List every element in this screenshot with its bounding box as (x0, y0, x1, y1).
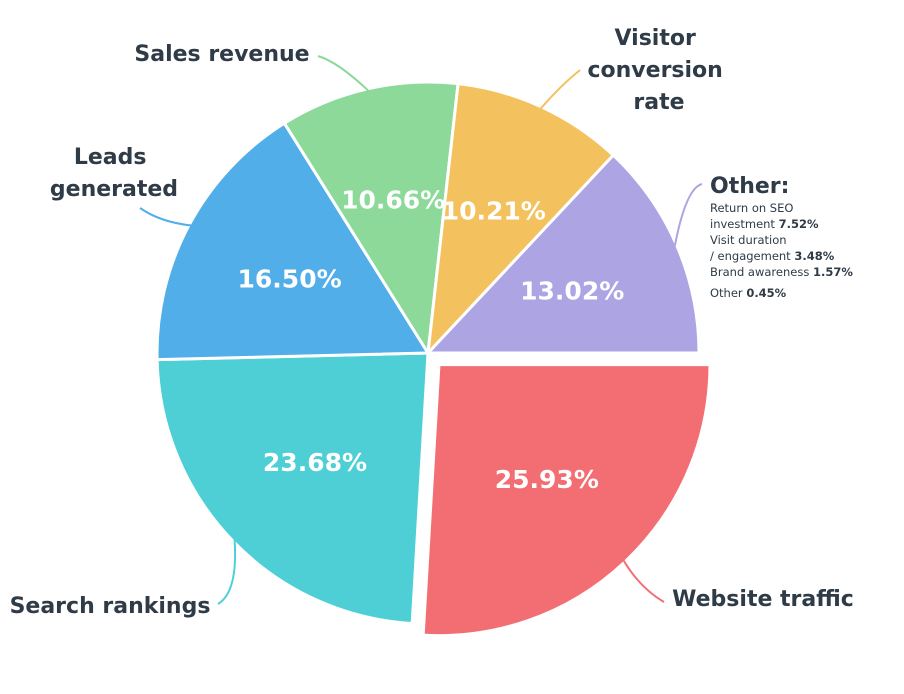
leader-line-other (673, 183, 703, 247)
percent-label-visitor-conversion-rate: 10.21% (442, 196, 546, 225)
slice-sales-revenue (282, 80, 460, 355)
percent-label-sales-revenue: 10.66% (341, 186, 445, 215)
other-breakdown-line: Visit duration (710, 233, 787, 247)
leader-line-leads-generated (139, 207, 192, 227)
label-website-traffic: Website traffic (672, 587, 854, 612)
leader-line-visitor-conversion-rate (539, 69, 581, 110)
other-breakdown-line: Other 0.45% (710, 286, 787, 300)
label-visitor-conversion-rate: Visitor conversion rate (587, 26, 730, 115)
other-breakdown-line: / engagement 3.48% (710, 249, 835, 263)
leader-line-sales-revenue (317, 55, 370, 92)
percent-label-website-traffic: 25.93% (495, 465, 599, 494)
leader-lines (139, 55, 703, 605)
label-leads-generated: Leads generated (50, 145, 178, 202)
other-breakdown-line: Return on SEO (710, 201, 793, 215)
percent-labels: 25.93% 23.68% 16.50% 10.66%10.21% 13.02% (238, 186, 625, 494)
slice-search-rankings (155, 351, 430, 626)
other-breakdown-line: Brand awareness 1.57% (710, 265, 853, 279)
label-sales-revenue: Sales revenue (134, 42, 309, 67)
label-search-rankings: Search rankings (10, 594, 211, 619)
percent-label-leads-generated: 16.50% (238, 264, 342, 293)
other-breakdown: Return on SEO investment 7.52% Visit durat… (710, 201, 853, 300)
label-other: Other: (710, 174, 789, 199)
pie-slices (155, 80, 712, 638)
percent-label-other: 13.02% (520, 276, 624, 305)
leader-line-website-traffic (622, 559, 665, 603)
percent-label-search-rankings: 23.68% (263, 448, 367, 477)
other-breakdown-line: investment 7.52% (710, 217, 819, 231)
leader-line-search-rankings (217, 539, 237, 605)
slice-other (426, 153, 701, 355)
slice-website-traffic (421, 363, 712, 638)
